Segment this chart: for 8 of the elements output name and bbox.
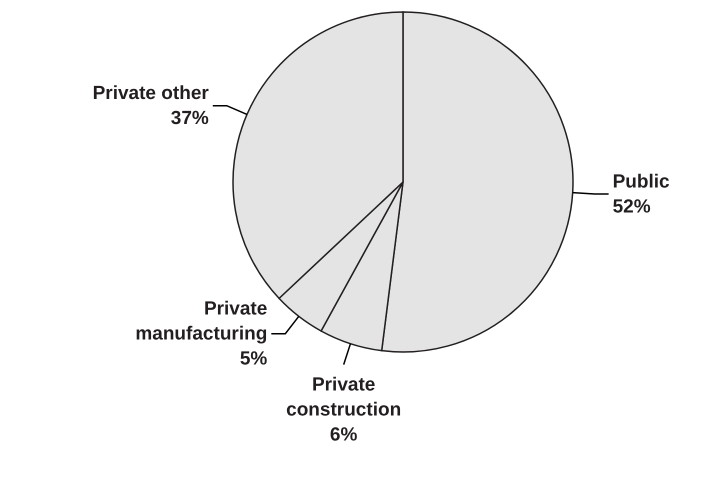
slice-label: Public — [612, 171, 670, 192]
data-label: 52% — [612, 196, 651, 218]
data-label: 5% — [240, 348, 268, 370]
data-label: 6% — [330, 424, 358, 446]
slice-label: Private construction — [286, 374, 402, 420]
slice-label: Private other — [92, 82, 210, 104]
slice-label: Private manufacturing — [135, 298, 268, 344]
data-label: 37% — [170, 108, 209, 129]
